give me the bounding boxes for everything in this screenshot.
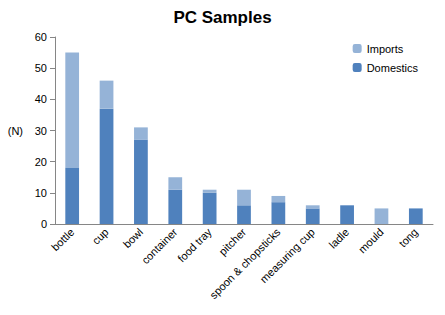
svg-text:bottle: bottle — [49, 226, 76, 253]
svg-text:tong: tong — [396, 226, 420, 250]
svg-text:ladle: ladle — [326, 226, 351, 251]
svg-text:container: container — [139, 226, 180, 267]
svg-text:pitcher: pitcher — [216, 226, 248, 258]
svg-text:Domestics: Domestics — [367, 62, 419, 74]
svg-text:10: 10 — [35, 187, 47, 199]
svg-text:bowl: bowl — [121, 226, 145, 250]
svg-text:50: 50 — [35, 62, 47, 74]
svg-text:mould: mould — [356, 226, 386, 256]
svg-text:20: 20 — [35, 156, 47, 168]
svg-text:measuring cup: measuring cup — [258, 226, 317, 285]
svg-text:(N): (N) — [8, 125, 23, 137]
svg-text:PC Samples: PC Samples — [173, 8, 271, 27]
svg-text:Imports: Imports — [367, 43, 404, 55]
svg-text:30: 30 — [35, 125, 47, 137]
svg-text:food tray: food tray — [175, 225, 214, 264]
svg-text:cup: cup — [90, 226, 111, 247]
svg-text:40: 40 — [35, 93, 47, 105]
svg-text:spoon & chopsticks: spoon & chopsticks — [207, 225, 283, 302]
svg-text:0: 0 — [41, 218, 47, 230]
svg-text:60: 60 — [35, 31, 47, 43]
